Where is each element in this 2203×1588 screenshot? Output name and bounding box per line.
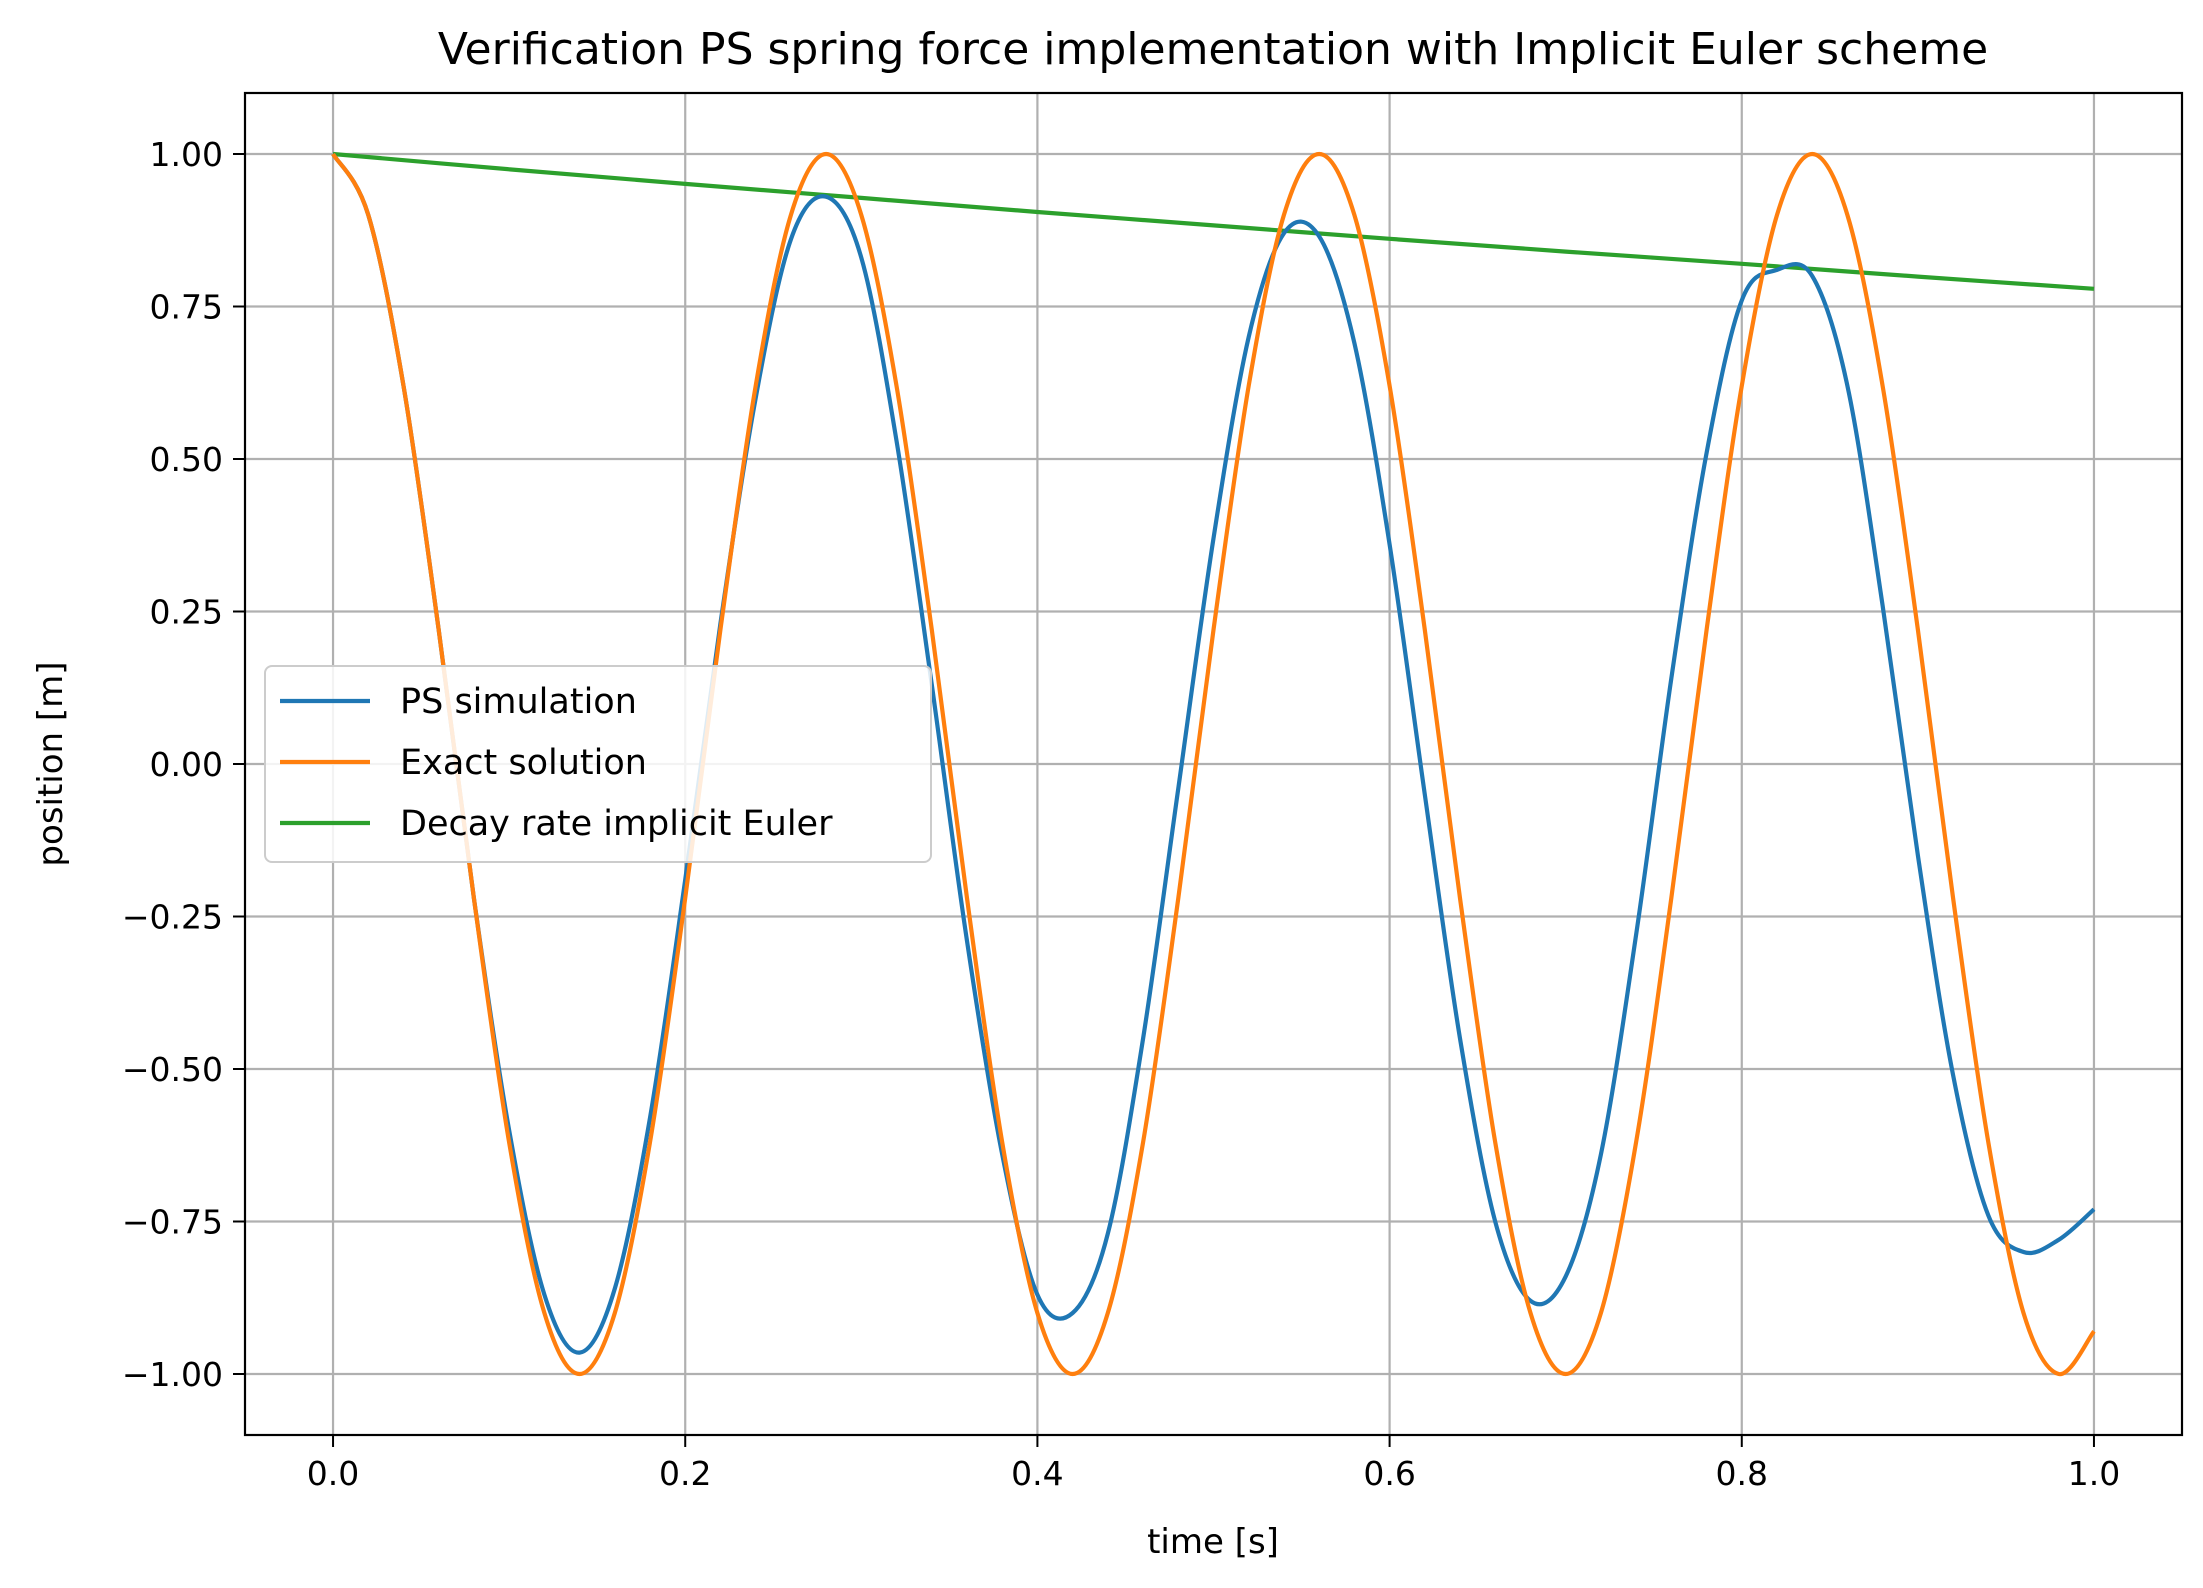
y-tick-label: 1.00 [150, 135, 223, 174]
series-line-exact-solution [331, 151, 2096, 1377]
series-line-decay-rate-implicit-euler [332, 151, 2095, 291]
y-tick-label: 0.25 [150, 593, 223, 632]
legend-label-decay-rate: Decay rate implicit Euler [400, 804, 833, 844]
axis-ticks: 0.0 0.2 0.4 0.6 0.8 1.0 1.00 0.75 0.50 0.25 0.00 −0… [122, 135, 2120, 1493]
y-tick-label: −0.75 [122, 1203, 223, 1242]
y-axis-label: position [m] [31, 661, 71, 866]
x-tick-label: 0.4 [1011, 1454, 1063, 1493]
y-tick-label: 0.00 [150, 745, 223, 784]
x-axis-label: time [s] [1147, 1522, 1279, 1562]
legend-label-ps-simulation: PS simulation [400, 682, 637, 722]
legend-box [264, 665, 932, 863]
legend: PS simulation Exact solution Decay rate … [264, 665, 932, 863]
y-tick-label: −0.50 [122, 1050, 223, 1089]
plot-series [331, 151, 2096, 1377]
y-tick-label: 0.75 [150, 288, 223, 327]
y-tick-label: 0.50 [150, 440, 223, 479]
x-tick-label: 0.2 [659, 1454, 711, 1493]
y-tick-label: −0.25 [122, 898, 223, 937]
chart-title: Verification PS spring force implementat… [438, 24, 1988, 75]
y-tick-label: −1.00 [122, 1355, 223, 1394]
x-tick-label: 1.0 [2068, 1454, 2120, 1493]
legend-label-exact-solution: Exact solution [400, 743, 647, 783]
x-tick-label: 0.6 [1363, 1454, 1415, 1493]
x-tick-label: 0.8 [1716, 1454, 1768, 1493]
x-tick-label: 0.0 [307, 1454, 359, 1493]
